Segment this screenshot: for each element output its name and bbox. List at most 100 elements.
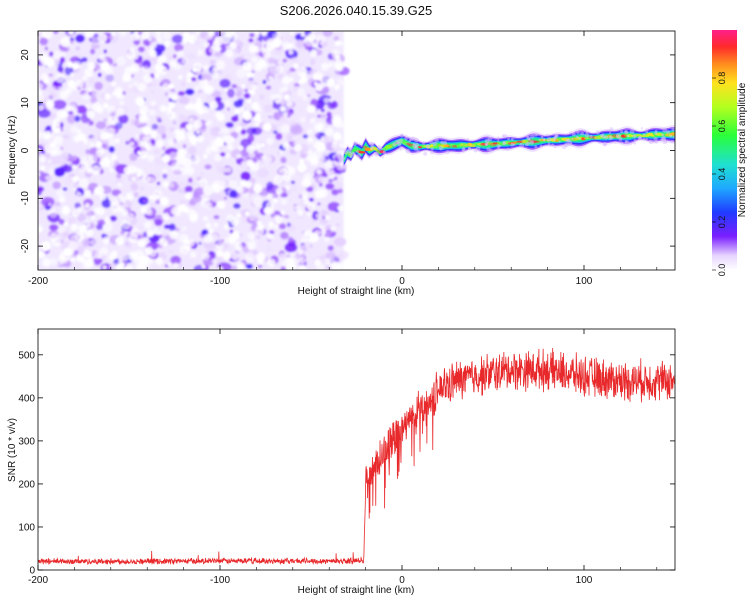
noise-gap — [280, 210, 285, 216]
colorbar-tick-label: 0.0 — [717, 264, 727, 277]
noise-gap — [156, 139, 164, 148]
colorbar-gradient — [712, 30, 737, 270]
noise-gap — [104, 155, 109, 161]
noise-gap — [227, 144, 234, 151]
noise-gap — [273, 174, 284, 185]
ridge-halo — [620, 130, 624, 134]
noise-gap — [222, 251, 232, 261]
ridge-halo — [530, 134, 535, 139]
noise-gap — [104, 216, 112, 224]
noise-blob — [188, 177, 193, 183]
noise-blob — [219, 152, 226, 157]
noise-gap — [60, 37, 71, 48]
noise-gap — [235, 126, 242, 133]
noise-gap — [126, 50, 136, 60]
noise-blob — [332, 163, 336, 167]
noise-gap — [302, 195, 307, 200]
noise-blob — [130, 183, 139, 191]
noise-gap — [147, 154, 155, 162]
noise-blob — [302, 134, 308, 139]
ridge-peak — [460, 143, 468, 147]
noise-blob — [88, 92, 92, 96]
figure-title: S206.2026.040.15.39.G25 — [280, 3, 433, 18]
noise-gap — [107, 105, 116, 114]
noise-blob — [179, 115, 188, 123]
noise-blob — [176, 181, 183, 186]
noise-gap — [307, 136, 314, 144]
noise-blob — [178, 96, 190, 105]
ridge-halo — [648, 139, 654, 145]
noise-gap — [293, 143, 303, 153]
noise-gap — [97, 32, 108, 43]
noise-blob — [289, 67, 296, 72]
noise-blob — [90, 135, 98, 143]
noise-blob — [184, 185, 193, 193]
noise-gap — [245, 211, 250, 217]
noise-gap — [135, 96, 145, 107]
noise-gap — [260, 142, 266, 148]
noise-gap — [185, 123, 193, 131]
noise-blob — [62, 187, 68, 191]
noise-gap — [308, 105, 317, 114]
noise-gap — [157, 230, 162, 236]
noise-blob — [327, 169, 335, 175]
ridge-halo — [602, 142, 608, 147]
ridge-halo — [599, 141, 602, 144]
noise-blob — [62, 134, 70, 140]
noise-gap — [234, 241, 243, 250]
ridge-peak — [358, 151, 366, 154]
snr-axes: -200 -100 0 100 0 100 200 300 400 500 — [18, 329, 675, 586]
noise-gap — [318, 176, 325, 182]
noise-blob — [97, 72, 102, 78]
noise-gap — [277, 165, 285, 174]
noise-blob — [168, 55, 174, 60]
noise-gap — [217, 127, 224, 135]
noise-blob — [85, 149, 90, 155]
noise-blob — [249, 33, 255, 38]
noise-gap — [335, 63, 344, 72]
colorbar-tick-label: 0.4 — [717, 168, 727, 181]
ridge-halo — [396, 141, 400, 145]
noise-gap — [38, 250, 46, 259]
noise-gap — [338, 143, 344, 149]
ridge-halo — [660, 127, 663, 130]
noise-gap — [299, 158, 305, 164]
noise-gap — [230, 137, 235, 142]
noise-gap — [315, 213, 321, 219]
noise-gap — [117, 259, 122, 264]
noise-gap — [224, 87, 229, 92]
ridge-halo — [534, 145, 538, 149]
ridge-halo — [503, 134, 508, 138]
ridge-halo — [654, 131, 658, 135]
noise-gap — [268, 64, 279, 75]
noise-gap — [195, 31, 201, 36]
noise-blob — [263, 104, 273, 113]
ridge-halo — [670, 140, 674, 144]
noise-gap — [70, 257, 76, 262]
noise-gap — [303, 198, 310, 205]
noise-gap — [191, 212, 198, 219]
noise-blob — [233, 203, 241, 209]
noise-blob — [159, 82, 163, 87]
noise-gap — [160, 105, 167, 113]
noise-gap — [248, 89, 253, 94]
ridge-halo — [546, 133, 549, 136]
noise-blob — [314, 133, 321, 138]
noise-gap — [78, 224, 88, 233]
noise-blob — [137, 46, 145, 53]
noise-gap — [240, 84, 246, 89]
noise-gap — [285, 185, 290, 190]
noise-gap — [257, 259, 263, 266]
noise-gap — [272, 197, 278, 204]
noise-blob — [151, 89, 155, 94]
noise-gap — [175, 135, 182, 143]
ridge-halo — [445, 150, 450, 155]
noise-gap — [275, 38, 281, 44]
noise-gap — [302, 95, 308, 101]
ridge-halo — [624, 140, 628, 144]
noise-blob — [44, 46, 49, 51]
noise-gap — [116, 107, 125, 117]
noise-blob — [280, 231, 289, 240]
ridge-halo — [367, 155, 371, 158]
noise-gap — [209, 101, 218, 110]
